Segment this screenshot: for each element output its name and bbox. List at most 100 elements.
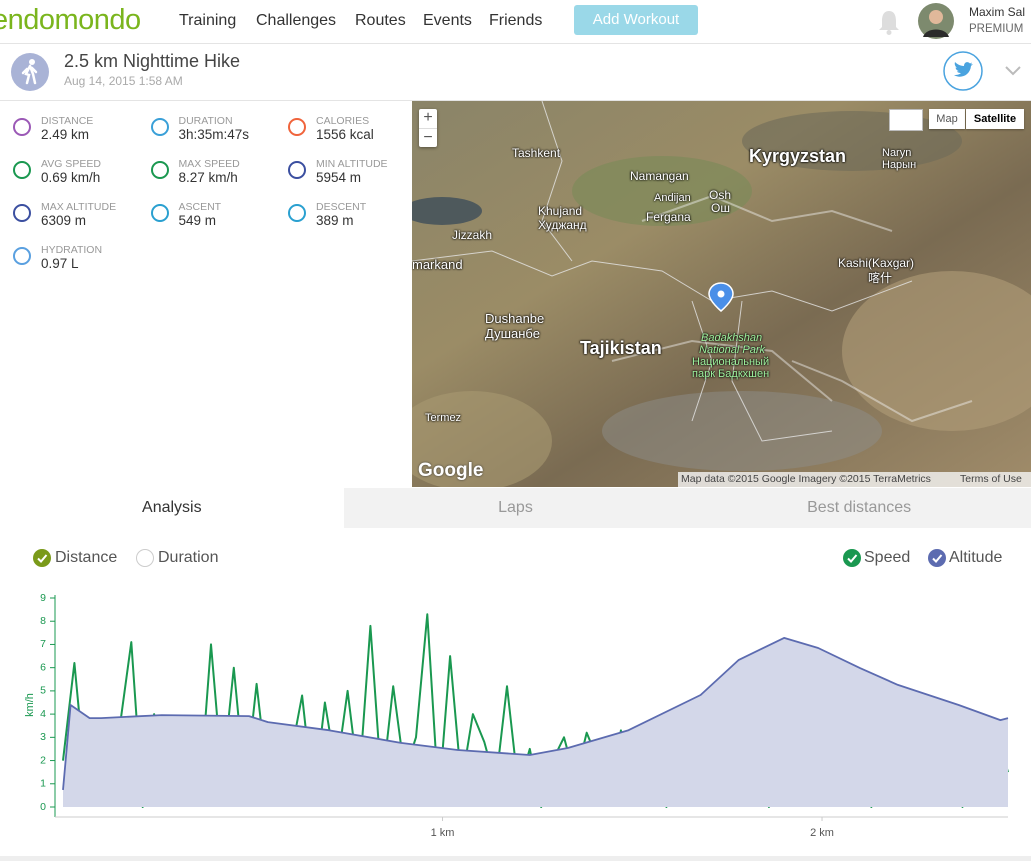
y-tick-label: 3 [40, 731, 46, 743]
stat-label: DISTANCE [41, 115, 94, 127]
series-toggle-check[interactable] [928, 549, 946, 567]
tab[interactable]: Best distances [687, 488, 1031, 528]
map-label: 喀什 [868, 271, 893, 285]
nav-item[interactable]: Training [179, 12, 237, 29]
zoom-control: + − [419, 109, 437, 147]
stat-icon [288, 204, 306, 222]
map-label: Tajikistan [580, 338, 662, 358]
y-axis-label: km/h [24, 693, 36, 717]
map-label: Namangan [630, 169, 689, 183]
series-toggle-label[interactable]: Altitude [949, 549, 1003, 566]
notification-bell[interactable] [876, 8, 902, 36]
map-imagery [412, 101, 1031, 487]
terms-link[interactable]: Terms of Use [960, 473, 1022, 485]
workout-header: 2.5 km Nighttime Hike Aug 14, 2015 1:58 … [0, 44, 1031, 101]
series-toggle-check[interactable] [843, 549, 861, 567]
toggle-label[interactable]: Distance [55, 549, 118, 566]
map-label: Худжанд [538, 218, 587, 232]
stat-value: 8.27 km/h [178, 170, 238, 185]
expand-arrow[interactable] [1004, 64, 1022, 78]
map-label: парк Бадкхшен [692, 368, 770, 380]
map-toggle-icon[interactable] [889, 109, 923, 131]
stat-label: DURATION [178, 115, 233, 127]
workout-date: Aug 14, 2015 1:58 AM [64, 74, 183, 88]
map-label: Naryn [882, 147, 912, 159]
y-tick-label: 9 [40, 592, 46, 604]
nav-item[interactable]: Friends [489, 12, 543, 29]
stat-icon [150, 204, 169, 222]
series-toggle-label[interactable]: Speed [864, 549, 911, 566]
zoom-in[interactable]: + [419, 109, 437, 129]
stat-value: 3h:35m:47s [178, 127, 250, 142]
map-label: Andijan [654, 192, 691, 204]
stat-value: 6309 m [41, 213, 87, 228]
stat-icon [288, 161, 306, 179]
stat-icon [150, 118, 169, 136]
map-footer: Map data ©2015 Google Imagery ©2015 Terr… [678, 472, 1031, 487]
x-tick-label: 2 km [810, 827, 834, 839]
stat-label: HYDRATION [41, 244, 103, 256]
stat-value: 1556 kcal [316, 127, 374, 142]
stat-label: ASCENT [178, 201, 222, 213]
map-label: Нарын [882, 159, 917, 171]
y-tick-label: 2 [40, 754, 46, 766]
add-workout-button[interactable]: Add Workout [574, 5, 698, 35]
map[interactable]: Tashkent Kyrgyzstan Naryn Нарын Namangan… [412, 101, 1031, 487]
map-label: Ош [711, 201, 730, 215]
chart: km/h 0 1 2 3 4 5 6 7 8 9 1 km 2 km [24, 592, 1009, 839]
map-label: Khujand [538, 204, 583, 218]
zoom-out[interactable]: − [423, 129, 433, 146]
map-label: Badakhshan [701, 332, 763, 344]
map-label: Termez [425, 412, 462, 424]
tab[interactable]: Laps [343, 488, 688, 528]
tab[interactable]: Analysis [0, 488, 344, 528]
y-tick-label: 6 [40, 661, 46, 673]
stat-icon [13, 161, 31, 179]
stat-value: 0.97 L [41, 256, 79, 271]
sport-icon [11, 53, 49, 91]
map-label: National Park [699, 344, 766, 356]
user-name[interactable]: Maxim Sal [969, 5, 1026, 19]
stat-value: 2.49 km [41, 127, 90, 142]
stat-value: 5954 m [316, 170, 362, 185]
nav-item[interactable]: Routes [355, 12, 406, 29]
nav-item[interactable]: Challenges [256, 12, 337, 29]
map-label: Kyrgyzstan [749, 146, 847, 166]
y-tick-label: 4 [40, 708, 46, 720]
stat-value: 389 m [316, 213, 354, 228]
satellite-button[interactable]: Satellite [966, 109, 1024, 129]
map-label: Osh [709, 188, 732, 202]
y-tick-label: 5 [40, 685, 46, 697]
y-tick-label: 0 [40, 801, 46, 813]
stat-label: CALORIES [316, 115, 370, 127]
map-label: Душанбе [485, 326, 540, 341]
stat-icon [288, 118, 306, 136]
stat-label: DESCENT [316, 201, 367, 213]
map-label: Dushanbe [485, 311, 545, 326]
header: endomondo Training Challenges Routes Eve… [0, 0, 1031, 44]
toggle-check[interactable] [136, 549, 154, 567]
user-level: PREMIUM [969, 23, 1024, 35]
map-label: Fergana [646, 210, 691, 224]
map-label: Национальный [692, 356, 770, 368]
map-type-button[interactable]: Map [929, 109, 965, 129]
y-tick-label: 8 [40, 615, 46, 627]
stat-icon [13, 247, 31, 265]
stat-label: MIN ALTITUDE [316, 158, 388, 170]
stat-value: 549 m [178, 213, 217, 228]
stat-label: MAX ALTITUDE [41, 201, 117, 213]
y-tick-label: 7 [40, 638, 46, 650]
stat-label: MAX SPEED [178, 158, 240, 170]
nav-item[interactable]: Events [423, 12, 472, 29]
tabs: Analysis Laps Best distances [0, 488, 1031, 528]
map-label: markand [412, 257, 463, 272]
toggle-label[interactable]: Duration [158, 549, 219, 566]
stat-label: AVG SPEED [41, 158, 101, 170]
avatar[interactable] [918, 3, 954, 39]
toggle-check[interactable] [33, 549, 51, 567]
stat-icon [150, 161, 169, 179]
map-label: Jizzakh [452, 228, 493, 242]
logo[interactable]: endomondo [0, 4, 141, 36]
twitter-share[interactable] [942, 50, 984, 92]
